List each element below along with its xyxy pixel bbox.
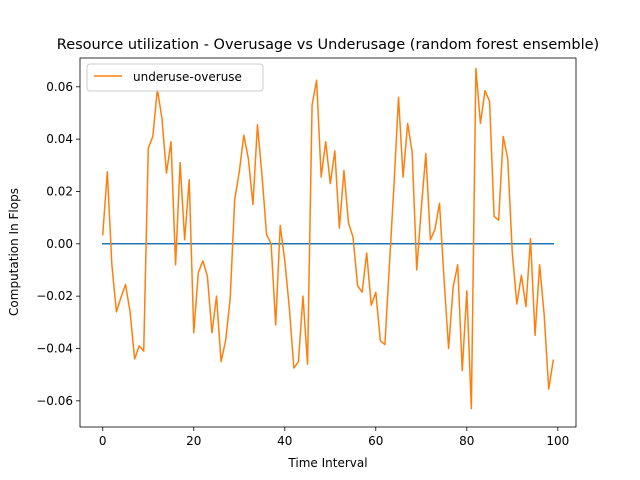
y-axis-label: Computation In Flops	[7, 188, 21, 316]
y-tick-label: −0.02	[36, 289, 73, 303]
legend-label-underuse-overuse: underuse-overuse	[133, 70, 242, 84]
x-tick-label: 40	[277, 434, 292, 448]
legend-frame	[86, 63, 264, 92]
y-tick-label: 0.00	[46, 237, 73, 251]
x-tick-label: 60	[368, 434, 383, 448]
y-tick-label: 0.04	[46, 132, 73, 146]
y-tick-label: −0.04	[36, 341, 73, 355]
x-tick-label: 0	[99, 434, 107, 448]
chart-title: Resource utilization - Overusage vs Unde…	[57, 37, 599, 53]
x-tick-label: 80	[459, 434, 474, 448]
underuse-overuse-series-line	[101, 67, 555, 410]
y-tick-label: −0.06	[36, 394, 73, 408]
x-axis-label: Time Interval	[287, 456, 367, 470]
x-tick-label: 20	[186, 434, 201, 448]
x-axis: 0 20 40 60 80 100	[99, 427, 569, 448]
plot-area	[79, 57, 577, 428]
x-tick-label: 100	[546, 434, 569, 448]
y-tick-label: 0.06	[46, 80, 73, 94]
y-axis: −0.06 −0.04 −0.02 0.00 0.02 0.04 0.06	[36, 80, 80, 408]
axes-frame	[79, 57, 577, 428]
y-tick-label: 0.02	[46, 184, 73, 198]
legend: underuse-overuse	[86, 63, 264, 92]
